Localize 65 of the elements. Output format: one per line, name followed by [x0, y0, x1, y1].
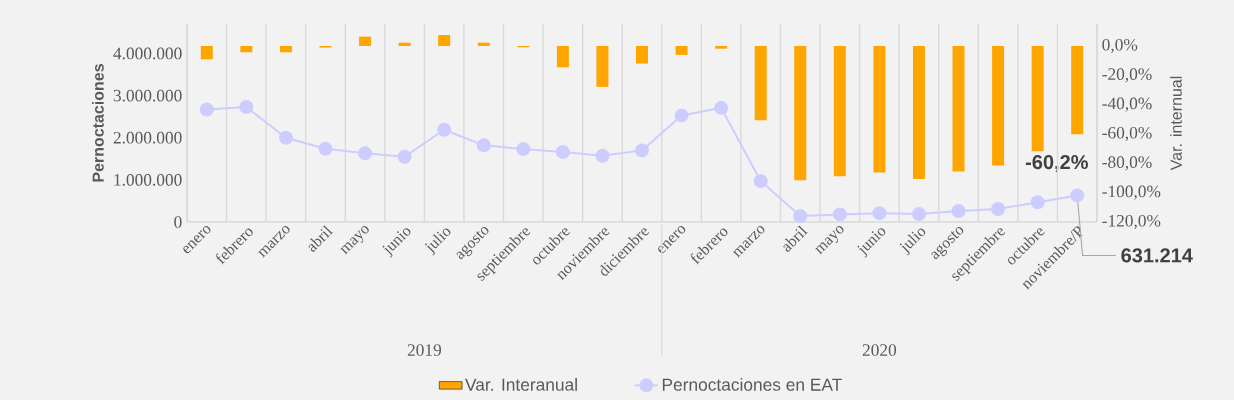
x-tick-label: abril [783, 225, 808, 252]
point [832, 207, 847, 222]
y2-tick-label: -40,0% [1102, 97, 1152, 112]
bar [556, 46, 569, 68]
point [397, 149, 412, 164]
point [635, 143, 650, 158]
y-axis-title: Pernoctaciones [92, 64, 104, 182]
point [595, 148, 610, 163]
bar [952, 46, 965, 172]
y-tick-label: 1.000.000 [114, 173, 182, 186]
y2-tick-label: 0,0% [1102, 38, 1138, 54]
point [674, 108, 689, 123]
point [199, 102, 214, 117]
point [1070, 188, 1085, 203]
bar [912, 46, 925, 179]
point [239, 100, 254, 114]
point [358, 146, 373, 161]
y-tick-label: 2.000.000 [113, 131, 182, 144]
bar [359, 36, 372, 46]
text: 2020 [862, 344, 897, 356]
text: 2019 [407, 344, 442, 356]
bar [675, 46, 688, 55]
bar [833, 46, 846, 177]
y2-axis-title: Var. internual [1170, 76, 1182, 171]
data-label: 631.214 [1121, 248, 1193, 263]
point [951, 204, 966, 219]
point [1030, 195, 1045, 210]
point [437, 122, 452, 137]
y2-tick-label: -60,0% [1102, 126, 1152, 142]
x-tick-label: abril [308, 225, 334, 252]
bar [794, 46, 807, 181]
point [991, 201, 1006, 216]
y2-tick-label: -100,0% [1102, 185, 1161, 200]
y-tick-label: 3.000.000 [113, 89, 182, 102]
bar [992, 46, 1005, 166]
bar [1031, 46, 1044, 152]
point [516, 142, 531, 157]
bar [279, 46, 292, 53]
point [278, 130, 293, 145]
point [555, 145, 570, 160]
point [872, 206, 887, 221]
bar [754, 46, 767, 121]
y2-tick-label: -120,0% [1102, 214, 1161, 230]
x-tick-label: julio [899, 228, 926, 256]
point [793, 209, 808, 224]
y-tick-label: 0 [174, 216, 182, 228]
bar [715, 46, 728, 49]
bar [240, 46, 253, 53]
y-tick-label: 4.000.000 [113, 47, 182, 60]
point [318, 141, 333, 156]
point [476, 138, 491, 153]
bar [873, 46, 886, 173]
bar [438, 35, 451, 46]
bar [636, 46, 649, 64]
bar [1071, 46, 1084, 135]
point [911, 207, 926, 221]
y2-tick-label: -20,0% [1102, 68, 1152, 83]
y2-tick-label: -80,0% [1102, 156, 1152, 171]
data-label: -60,2% [1025, 155, 1088, 173]
bar [200, 46, 213, 60]
legend-label: Pernoctaciones en EAT [662, 378, 842, 391]
point [714, 100, 729, 115]
point [753, 174, 768, 189]
bar [596, 46, 609, 87]
legend-label: Var. Interanual [465, 378, 577, 391]
